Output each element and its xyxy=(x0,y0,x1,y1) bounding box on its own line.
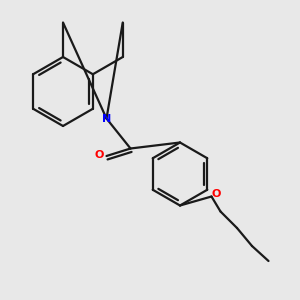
Text: O: O xyxy=(211,189,221,199)
Text: N: N xyxy=(102,113,111,124)
Text: O: O xyxy=(94,149,104,160)
